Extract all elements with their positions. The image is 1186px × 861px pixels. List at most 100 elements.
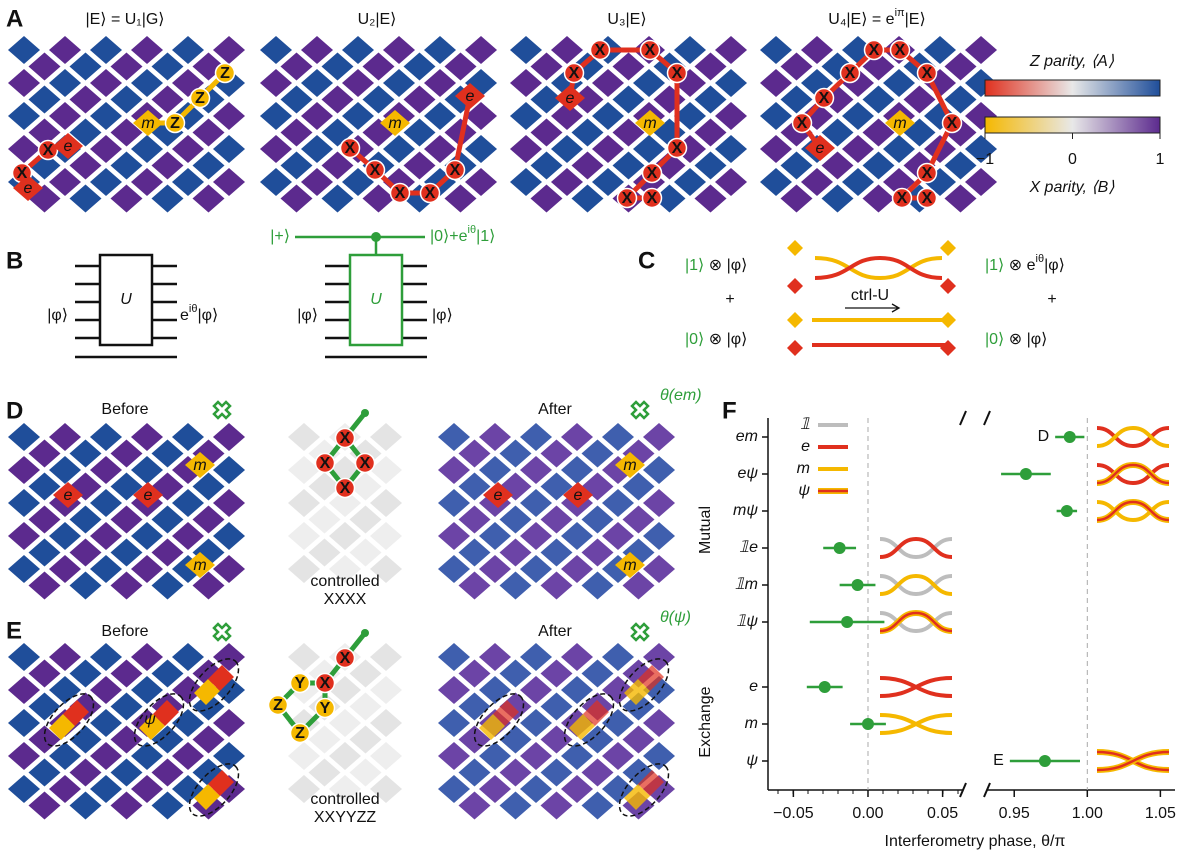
plaquette <box>520 489 552 517</box>
anyon-label: m <box>623 457 636 474</box>
plaquette <box>350 660 382 688</box>
plaquette <box>152 660 184 688</box>
operator-label: X <box>370 162 381 179</box>
plaquette <box>531 152 563 180</box>
state: eiθ|φ⟩ <box>180 303 218 324</box>
anyon-label: e <box>566 90 575 107</box>
anyon-label: m <box>193 557 206 574</box>
plaquette <box>193 119 225 147</box>
plaquette <box>281 119 313 147</box>
plaquette <box>500 726 532 754</box>
caption: XXXX <box>324 591 367 608</box>
plaquette <box>172 423 204 451</box>
plaquette <box>172 489 204 517</box>
plaquette <box>111 152 143 180</box>
operator-label: X <box>922 190 933 207</box>
plaquette <box>288 489 320 517</box>
plaquette <box>309 539 341 567</box>
plaquette <box>500 539 532 567</box>
plaquette <box>8 676 40 704</box>
plaquette <box>70 506 102 534</box>
operator-label: X <box>645 42 656 59</box>
plaquette <box>342 69 374 97</box>
plaquette <box>49 36 81 64</box>
plaquette <box>70 53 102 81</box>
plaquette <box>613 86 645 114</box>
anyon <box>940 278 956 294</box>
panel-label: F <box>722 397 737 424</box>
plaquette <box>90 423 122 451</box>
plaquette <box>715 135 747 163</box>
plaquette <box>613 152 645 180</box>
plaquette <box>602 423 634 451</box>
plaquette <box>49 456 81 484</box>
anyon-label: m <box>193 457 206 474</box>
plaquette <box>111 572 143 600</box>
plaquette <box>193 185 225 213</box>
plaquette <box>602 489 634 517</box>
plaquette <box>883 69 915 97</box>
plaquette <box>213 135 245 163</box>
operator-label: Z <box>170 115 180 132</box>
anyon-label: e <box>64 487 73 504</box>
anyon-label: e <box>494 487 503 504</box>
plaquette <box>281 152 313 180</box>
plaquette <box>531 53 563 81</box>
x-tick-label: 1.05 <box>1145 805 1176 822</box>
plaquette <box>329 522 361 550</box>
plaquette <box>465 135 497 163</box>
plaquette <box>541 792 573 820</box>
plaquette <box>572 152 604 180</box>
anyon <box>787 340 803 356</box>
plaquette <box>193 152 225 180</box>
panel-label: D <box>6 397 23 424</box>
phase-label: θ(em) <box>660 387 702 404</box>
plaquette <box>309 726 341 754</box>
plaquette <box>520 522 552 550</box>
operator-label: X <box>845 65 856 82</box>
anyon-label: e <box>24 180 33 197</box>
plaquette <box>90 709 122 737</box>
plaquette <box>49 676 81 704</box>
plaquette <box>8 423 40 451</box>
operator-label: Z <box>295 725 305 742</box>
plaquette <box>350 539 382 567</box>
gate: U <box>370 291 382 308</box>
operator-label: X <box>595 42 606 59</box>
plaquette <box>633 69 665 97</box>
plaquette <box>541 693 573 721</box>
plaquette <box>111 759 143 787</box>
plaquette <box>152 53 184 81</box>
plaquette <box>90 489 122 517</box>
plaquette <box>49 423 81 451</box>
plaquette <box>438 709 470 737</box>
braid-bg <box>876 569 956 601</box>
plaquette <box>29 792 61 820</box>
point <box>1020 468 1032 480</box>
plaquette <box>131 36 163 64</box>
operator-label: X <box>647 190 658 207</box>
plaquette <box>131 522 163 550</box>
plaquette <box>370 742 402 770</box>
plaquette <box>49 522 81 550</box>
plaquette <box>29 660 61 688</box>
plaquette <box>438 643 470 671</box>
plaquette <box>695 119 727 147</box>
plaquette <box>383 36 415 64</box>
operator-label: X <box>672 140 683 157</box>
state: |1⟩ ⊗ eiθ|φ⟩ <box>985 253 1065 274</box>
point-label: E <box>993 752 1004 769</box>
plaquette <box>510 135 542 163</box>
plaquette <box>288 643 320 671</box>
plus: + <box>1047 291 1056 308</box>
plaquette <box>29 86 61 114</box>
plaquette <box>643 423 675 451</box>
plaquette <box>193 473 225 501</box>
plaquette <box>8 709 40 737</box>
plaquette <box>131 135 163 163</box>
operator-label: X <box>569 65 580 82</box>
figure: A B C D E F |E⟩ = U₁|G⟩ U₂|E⟩ U₃|E⟩ U₄|E… <box>0 0 1186 861</box>
cross-icon <box>214 402 230 418</box>
plaquette <box>370 709 402 737</box>
colorbar <box>985 80 1160 96</box>
